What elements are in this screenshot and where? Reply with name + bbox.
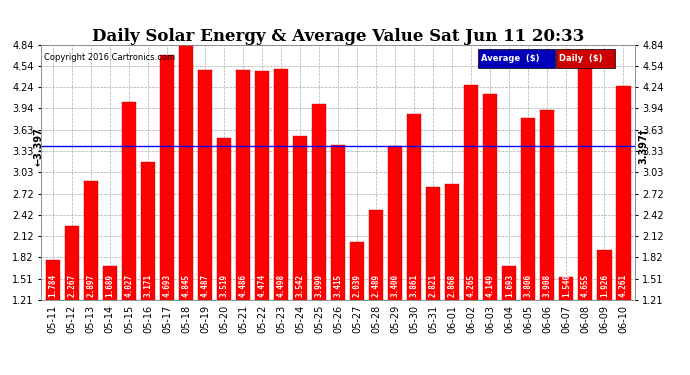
Text: 4.261: 4.261 [619, 274, 628, 297]
Text: 4.845: 4.845 [181, 274, 190, 297]
Bar [464, 86, 478, 300]
Bar [255, 71, 269, 300]
FancyBboxPatch shape [556, 49, 615, 68]
Text: 3.397†: 3.397† [639, 129, 649, 164]
Text: ←3.397: ←3.397 [33, 127, 43, 166]
Text: 2.868: 2.868 [448, 274, 457, 297]
Text: 1.926: 1.926 [600, 274, 609, 297]
Text: 4.265: 4.265 [466, 274, 475, 297]
Bar [160, 56, 174, 300]
Text: 2.897: 2.897 [86, 274, 95, 297]
FancyBboxPatch shape [477, 49, 555, 68]
Bar [369, 210, 383, 300]
Text: 1.693: 1.693 [505, 274, 514, 297]
Bar [598, 250, 611, 300]
Text: 3.806: 3.806 [524, 274, 533, 297]
Text: 4.474: 4.474 [257, 274, 266, 297]
Title: Daily Solar Energy & Average Value Sat Jun 11 20:33: Daily Solar Energy & Average Value Sat J… [92, 28, 584, 45]
Text: 2.821: 2.821 [428, 274, 437, 297]
Bar [293, 136, 307, 300]
Text: 4.655: 4.655 [581, 274, 590, 297]
Bar [388, 146, 402, 300]
Bar [198, 70, 212, 300]
Bar [236, 70, 250, 300]
Text: 4.487: 4.487 [201, 274, 210, 297]
Text: 3.171: 3.171 [144, 274, 152, 297]
Bar [103, 266, 117, 300]
Bar [350, 242, 364, 300]
Text: 3.519: 3.519 [219, 274, 228, 297]
Bar [121, 102, 136, 300]
Bar [445, 183, 460, 300]
Bar [426, 187, 440, 300]
Text: 4.693: 4.693 [162, 274, 171, 297]
Bar [521, 118, 535, 300]
Text: 1.540: 1.540 [562, 274, 571, 297]
Text: 4.149: 4.149 [486, 274, 495, 297]
Text: Copyright 2016 Cartronics.com: Copyright 2016 Cartronics.com [44, 53, 175, 62]
Text: Average  ($): Average ($) [480, 54, 539, 63]
Bar [407, 114, 422, 300]
Text: 4.027: 4.027 [124, 274, 133, 297]
Bar [141, 162, 155, 300]
Bar [83, 182, 98, 300]
Text: 4.486: 4.486 [239, 274, 248, 297]
Bar [46, 260, 60, 300]
Bar [483, 93, 497, 300]
Bar [312, 104, 326, 300]
Bar [502, 266, 516, 300]
Bar [274, 69, 288, 300]
Text: 2.267: 2.267 [68, 274, 77, 297]
Bar [540, 111, 555, 300]
Text: 3.415: 3.415 [333, 274, 343, 297]
Bar [331, 145, 345, 300]
Text: Daily  ($): Daily ($) [559, 54, 602, 63]
Text: 3.999: 3.999 [315, 274, 324, 297]
Text: 3.400: 3.400 [391, 274, 400, 297]
Bar [179, 45, 193, 300]
Text: 3.861: 3.861 [410, 274, 419, 297]
Text: 1.784: 1.784 [48, 274, 57, 297]
Text: 3.542: 3.542 [295, 274, 304, 297]
Bar [559, 277, 573, 300]
Text: 3.908: 3.908 [543, 274, 552, 297]
Bar [616, 86, 631, 300]
Text: 1.689: 1.689 [106, 274, 115, 297]
Text: 2.039: 2.039 [353, 274, 362, 297]
Bar [578, 58, 593, 300]
Bar [217, 138, 231, 300]
Bar [65, 226, 79, 300]
Text: 2.489: 2.489 [372, 274, 381, 297]
Text: 4.498: 4.498 [277, 274, 286, 297]
